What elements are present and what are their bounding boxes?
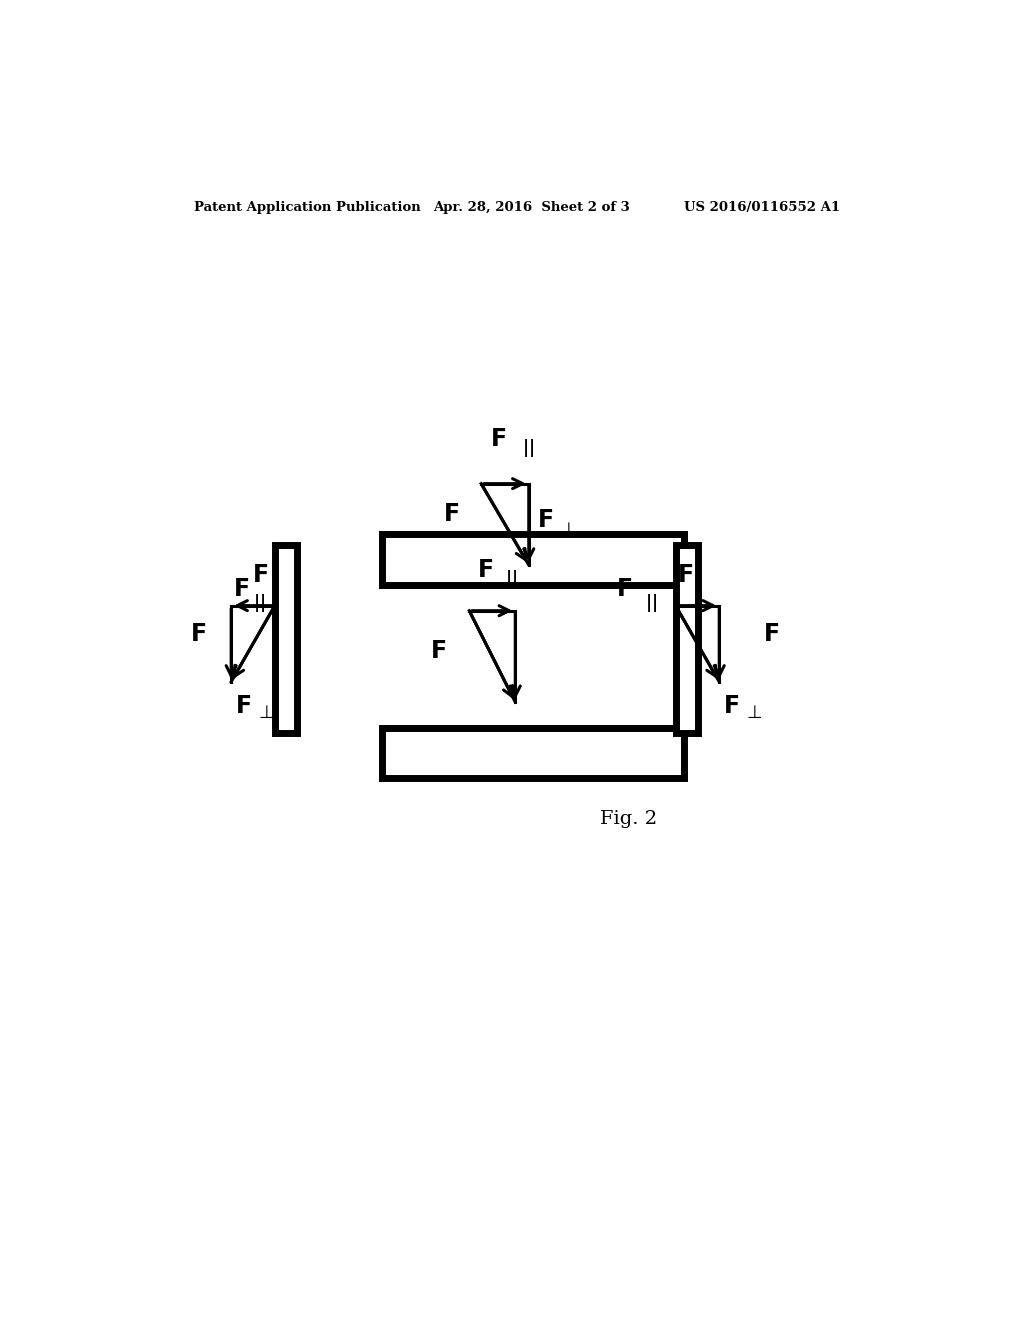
Text: $\mathbf{||}$: $\mathbf{||}$	[505, 569, 517, 590]
Text: US 2016/0116552 A1: US 2016/0116552 A1	[684, 201, 840, 214]
Bar	[382, 535, 684, 585]
Text: $\mathbf{F}$: $\mathbf{F}$	[477, 558, 494, 582]
Text: $\mathbf{F}$: $\mathbf{F}$	[763, 622, 779, 645]
Text: $\mathbf{F}$: $\mathbf{F}$	[723, 694, 739, 718]
Text: $\mathbf{F}$: $\mathbf{F}$	[443, 502, 459, 527]
Text: Apr. 28, 2016  Sheet 2 of 3: Apr. 28, 2016 Sheet 2 of 3	[433, 201, 631, 214]
Text: Fig. 2: Fig. 2	[600, 810, 657, 828]
Text: $\mathbf{F}$: $\mathbf{F}$	[430, 639, 445, 664]
Text: $\mathbf{||}$: $\mathbf{||}$	[253, 591, 264, 614]
Text: $\mathbf{F}$: $\mathbf{F}$	[232, 577, 249, 601]
Text: $\mathbf{||}$: $\mathbf{||}$	[645, 591, 657, 614]
Bar	[274, 545, 297, 733]
Text: $\mathbf{F}$: $\mathbf{F}$	[252, 564, 268, 587]
Bar	[382, 727, 684, 779]
Text: $\bot$: $\bot$	[743, 704, 763, 722]
Text: $\mathbf{F}$: $\mathbf{F}$	[616, 577, 632, 601]
Text: $\mathbf{||}$: $\mathbf{||}$	[521, 437, 534, 459]
Text: $\mathbf{F}$: $\mathbf{F}$	[677, 564, 693, 587]
Text: $\mathbf{F}$: $\mathbf{F}$	[537, 508, 553, 532]
Text: Patent Application Publication: Patent Application Publication	[194, 201, 421, 214]
Text: $\mathbf{F}$: $\mathbf{F}$	[236, 694, 251, 718]
Text: $\mathbf{F}$: $\mathbf{F}$	[189, 622, 206, 645]
Text: $\bot$: $\bot$	[557, 521, 577, 540]
Bar	[676, 545, 697, 733]
Text: $\mathbf{F}$: $\mathbf{F}$	[489, 428, 506, 451]
Text: $\bot$: $\bot$	[255, 704, 274, 722]
